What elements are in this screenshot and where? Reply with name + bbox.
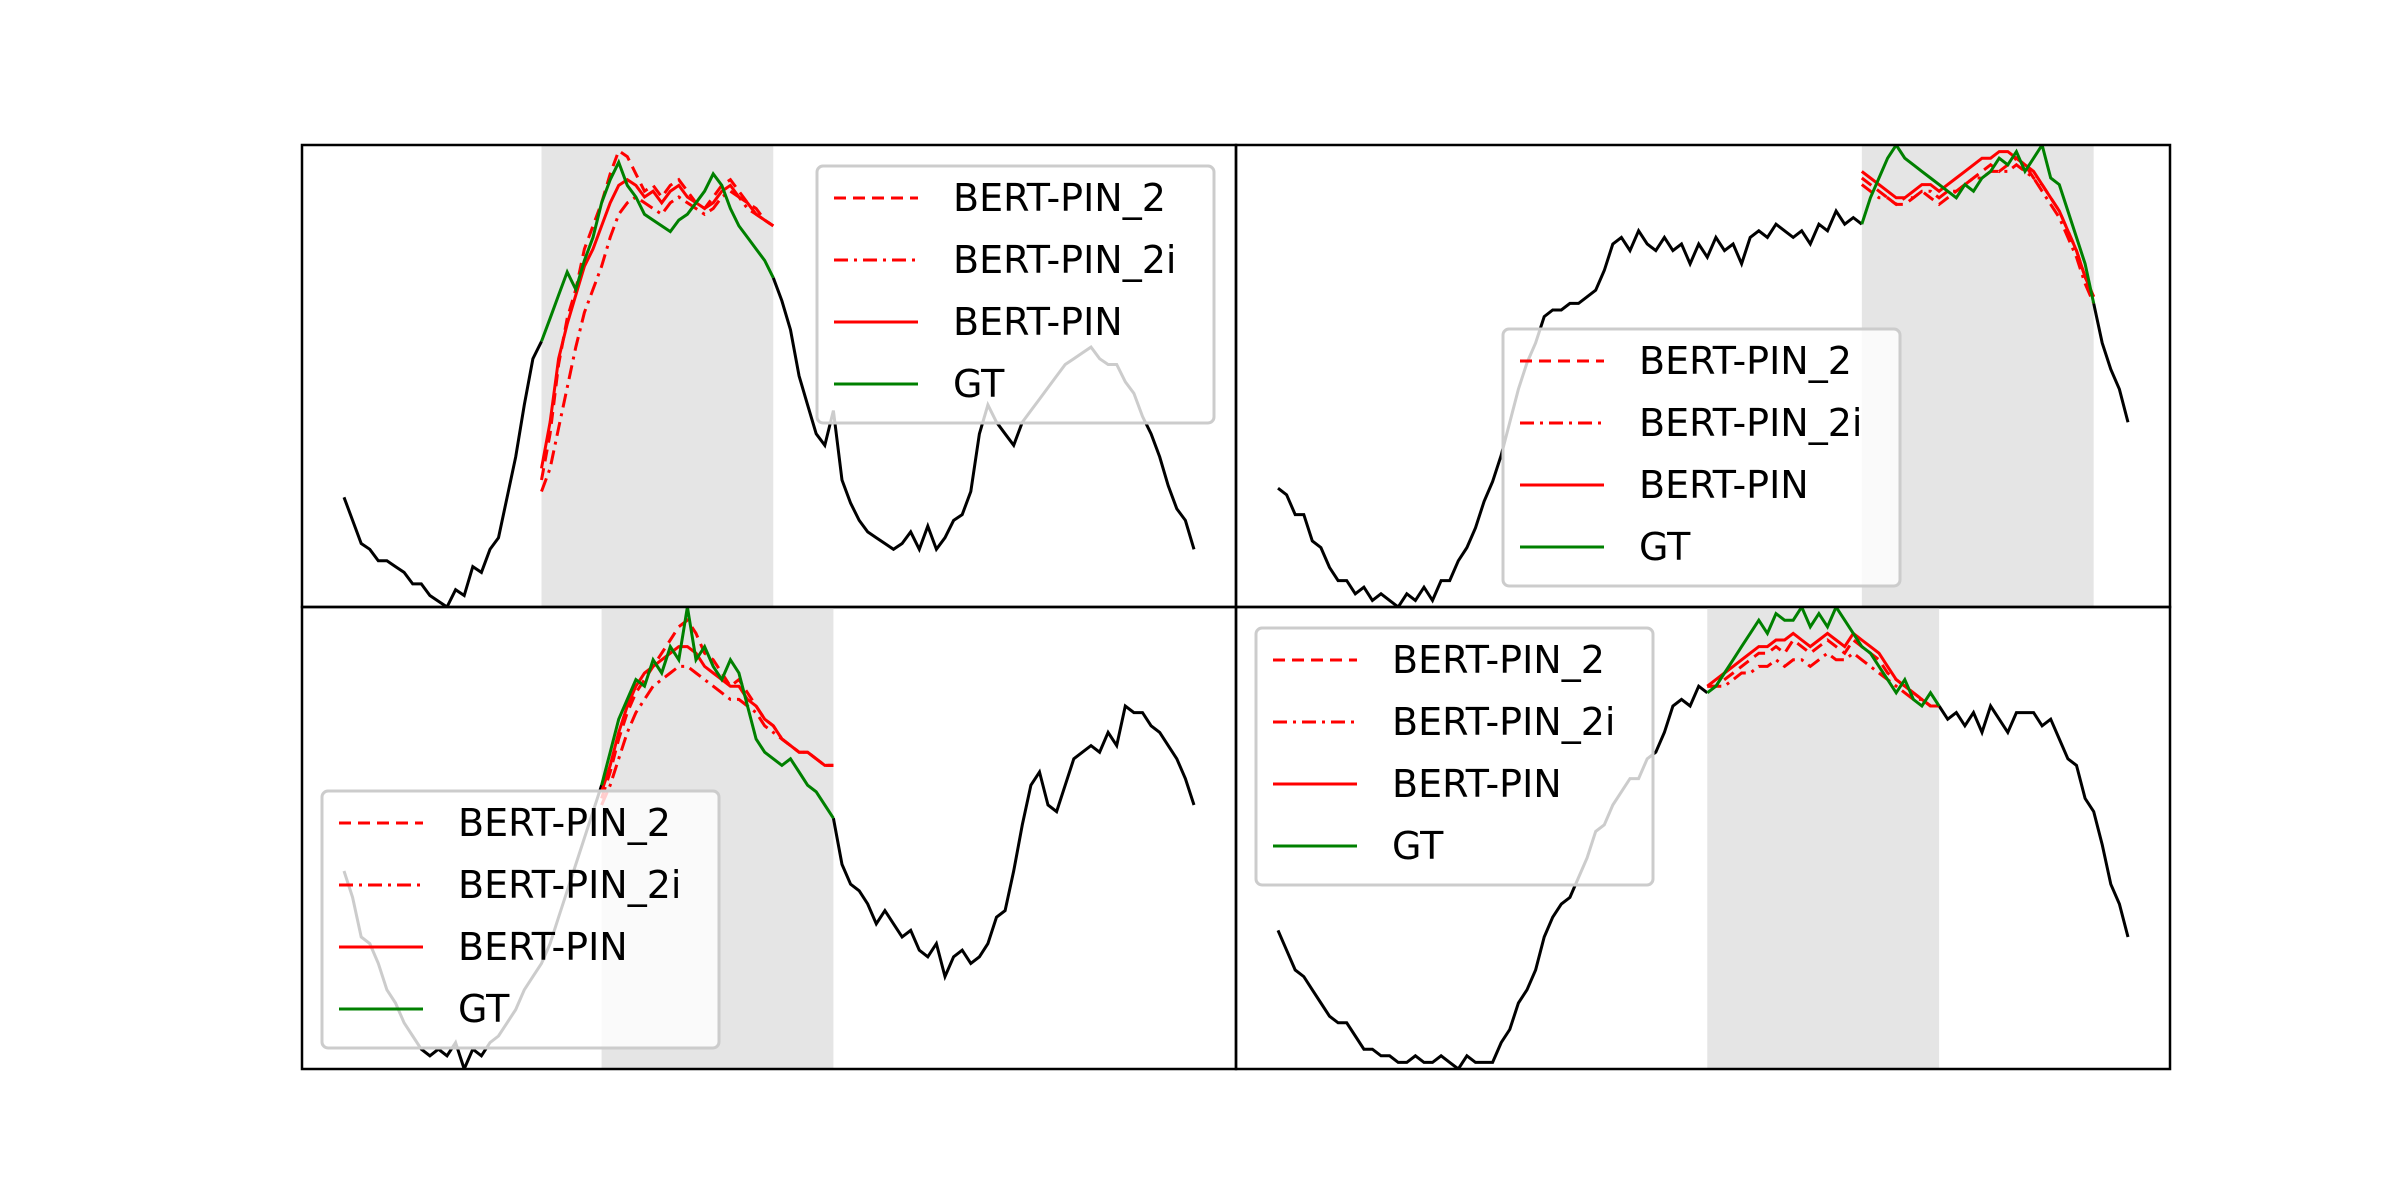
context-line-before [342, 340, 543, 607]
legend-label: BERT-PIN_2i [458, 863, 681, 907]
legend-label: BERT-PIN_2 [1392, 638, 1605, 682]
series-line-bert-pin [540, 177, 775, 469]
legend-label: BERT-PIN_2i [1392, 700, 1615, 744]
legend-label: GT [1392, 824, 1444, 868]
legend-label: BERT-PIN [1639, 463, 1809, 507]
legend-label: BERT-PIN [1392, 762, 1562, 806]
series-line-gt [540, 158, 775, 342]
legend-label: GT [953, 362, 1005, 406]
panel-bottom-left: BERT-PIN_2 BERT-PIN_2i BERT-PIN GT [300, 605, 1238, 1071]
axes-frame [1234, 605, 2172, 1071]
context-line-after [831, 703, 1196, 982]
legend-box [1254, 626, 1655, 887]
legend-box [320, 789, 721, 1050]
legend-box [815, 164, 1216, 425]
legend-label: BERT-PIN_2 [953, 176, 1166, 220]
series-line-bert-pin [600, 645, 834, 793]
plot-area [1277, 145, 2130, 607]
series-line-bert-pin-2i [1860, 162, 2096, 304]
legend-label: GT [1639, 525, 1691, 569]
legend-label: BERT-PIN [458, 925, 628, 969]
legend-label: BERT-PIN_2i [1639, 401, 1862, 445]
context-line-after [1937, 702, 2130, 938]
legend-label: BERT-PIN [953, 300, 1123, 344]
legend: BERT-PIN_2 BERT-PIN_2i BERT-PIN GT [1254, 626, 1655, 887]
series-line-bert-pin-2i [600, 664, 834, 806]
series-line-gt [1706, 607, 1941, 709]
legend-label: BERT-PIN_2 [1639, 339, 1852, 383]
legend: BERT-PIN_2 BERT-PIN_2i BERT-PIN GT [1501, 327, 1902, 588]
legend: BERT-PIN_2 BERT-PIN_2i BERT-PIN GT [815, 164, 1216, 425]
legend-label: BERT-PIN_2i [953, 238, 1176, 282]
series-line-bert-pin [1706, 631, 1940, 708]
legend: BERT-PIN_2 BERT-PIN_2i BERT-PIN GT [320, 789, 721, 1050]
legend-label: BERT-PIN_2 [458, 801, 671, 845]
legend-box [1501, 327, 1902, 588]
series-line-gt [600, 607, 835, 820]
panel-top-left: BERT-PIN_2 BERT-PIN_2i BERT-PIN GT [300, 143, 1238, 609]
panel-top-right: BERT-PIN_2 BERT-PIN_2i BERT-PIN GT [1234, 143, 2172, 609]
series-line-bert-pin [1860, 150, 2096, 298]
series-line-bert-pin-2 [540, 148, 775, 481]
masked-region-span [1707, 607, 1940, 1069]
masked-region-span [541, 145, 774, 607]
legend-label: GT [458, 987, 510, 1031]
series-line-gt [1860, 145, 2096, 304]
context-line-before [1277, 207, 1863, 607]
series-line-bert-pin-2i [540, 189, 775, 493]
context-line-after [2092, 303, 2130, 423]
panel-bottom-right: BERT-PIN_2 BERT-PIN_2i BERT-PIN GT [1234, 605, 2172, 1071]
